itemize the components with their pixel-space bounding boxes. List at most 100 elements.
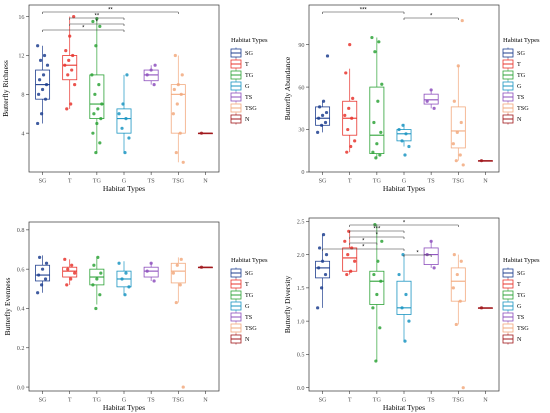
box-body bbox=[116, 108, 132, 134]
data-point bbox=[65, 107, 69, 111]
data-point bbox=[36, 121, 40, 126]
legend-label: T bbox=[245, 61, 249, 68]
legend-label: TS bbox=[245, 94, 253, 101]
data-point bbox=[380, 239, 384, 243]
legend-item-T: T bbox=[502, 278, 521, 290]
x-tick-label: SG bbox=[319, 397, 327, 404]
data-point bbox=[149, 68, 153, 72]
box-TSG bbox=[170, 257, 186, 303]
legend-label: SG bbox=[517, 50, 525, 57]
legend-label: SG bbox=[245, 50, 253, 57]
data-point bbox=[98, 293, 102, 297]
y-tick-label: 16 bbox=[18, 14, 24, 21]
data-point bbox=[117, 112, 121, 116]
legend-label: SG bbox=[517, 270, 525, 277]
significance-label: * bbox=[362, 244, 365, 250]
legend-item-T: T bbox=[502, 58, 521, 70]
data-point bbox=[199, 131, 204, 135]
significance-label: * bbox=[362, 238, 365, 244]
data-point bbox=[454, 322, 458, 327]
data-point bbox=[127, 285, 131, 289]
data-point bbox=[425, 252, 429, 257]
data-point bbox=[459, 259, 463, 263]
significance-label: ** bbox=[108, 7, 113, 13]
data-point bbox=[374, 359, 378, 363]
data-point bbox=[64, 49, 68, 53]
y-axis-title: Butterfly Richness bbox=[1, 60, 10, 117]
x-axis-title: Habitat Types bbox=[103, 403, 145, 412]
data-point bbox=[349, 144, 353, 149]
data-point bbox=[373, 50, 377, 54]
data-point bbox=[371, 306, 375, 310]
data-point bbox=[346, 127, 350, 132]
data-point bbox=[403, 153, 407, 157]
data-point bbox=[94, 44, 98, 48]
data-point bbox=[94, 306, 98, 311]
y-tick-label: 0.0 bbox=[297, 385, 305, 392]
legend-label: TG bbox=[245, 292, 254, 299]
legend-item-G: G bbox=[502, 80, 522, 92]
data-point bbox=[123, 150, 127, 155]
x-axis-title: Habitat Types bbox=[383, 403, 425, 412]
data-point bbox=[45, 63, 50, 67]
data-point bbox=[479, 159, 484, 163]
data-point bbox=[152, 83, 156, 87]
data-point bbox=[171, 112, 175, 116]
data-point bbox=[348, 43, 352, 47]
data-point bbox=[400, 306, 404, 310]
data-point bbox=[91, 19, 95, 24]
data-point bbox=[172, 87, 176, 92]
data-point bbox=[343, 113, 347, 117]
data-point bbox=[460, 18, 464, 23]
legend-item-G: G bbox=[502, 300, 522, 312]
data-point bbox=[179, 257, 183, 261]
data-point bbox=[145, 73, 149, 77]
significance-label: ** bbox=[95, 13, 100, 19]
box-G bbox=[396, 123, 412, 147]
data-point bbox=[70, 68, 74, 72]
legend-label: T bbox=[517, 61, 521, 68]
legend-label: N bbox=[517, 116, 522, 123]
data-point bbox=[455, 130, 459, 134]
data-point bbox=[378, 326, 382, 330]
data-point bbox=[316, 130, 320, 134]
x-tick-label: TSG bbox=[172, 178, 184, 185]
significance-label: * bbox=[96, 19, 99, 25]
y-tick-label: 0.2 bbox=[17, 345, 25, 352]
data-point bbox=[96, 255, 100, 259]
data-point bbox=[124, 116, 128, 121]
data-point bbox=[73, 83, 77, 87]
significance-bracket: * bbox=[403, 250, 432, 257]
legend-label: TSG bbox=[517, 105, 529, 112]
data-point bbox=[372, 120, 376, 125]
data-point bbox=[43, 277, 48, 281]
y-tick-label: 2.0 bbox=[297, 252, 305, 259]
significance-label: *** bbox=[360, 7, 368, 13]
data-point bbox=[375, 142, 379, 146]
box-body bbox=[369, 86, 385, 155]
box-body bbox=[342, 247, 358, 272]
y-axis-title: Butterfly Abundance bbox=[283, 56, 292, 120]
x-tick-label: SG bbox=[39, 178, 47, 185]
data-point bbox=[372, 272, 376, 277]
legend-item-T: T bbox=[230, 58, 249, 70]
data-point bbox=[321, 233, 326, 237]
data-point bbox=[432, 266, 436, 270]
data-point bbox=[91, 283, 95, 287]
legend-label: TSG bbox=[245, 325, 257, 332]
legend-label: SG bbox=[245, 270, 253, 277]
legend-item-SG: SG bbox=[230, 267, 253, 279]
box-G bbox=[396, 254, 412, 342]
data-point bbox=[455, 272, 459, 277]
box-body bbox=[170, 262, 186, 284]
box-body bbox=[170, 84, 186, 134]
data-point bbox=[374, 156, 378, 160]
data-point bbox=[353, 259, 357, 263]
data-point bbox=[319, 286, 324, 290]
box-body bbox=[423, 93, 439, 105]
data-point bbox=[318, 105, 322, 109]
x-tick-label: T bbox=[348, 397, 352, 404]
data-point bbox=[376, 259, 380, 263]
data-point bbox=[68, 34, 72, 38]
